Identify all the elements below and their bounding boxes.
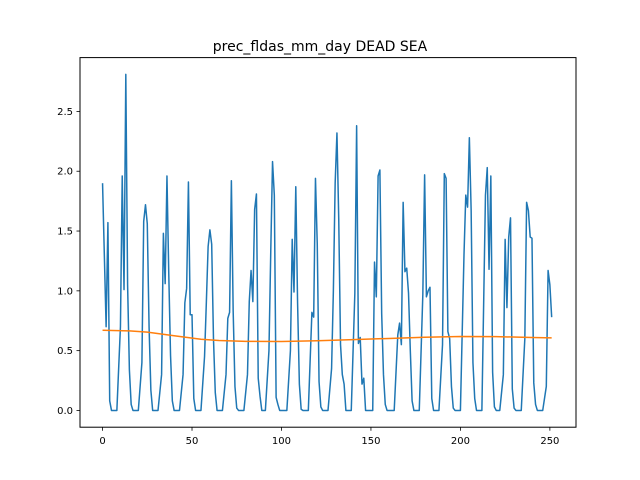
x-tick-label: 0 — [99, 436, 105, 447]
x-axis: 0 50 100 150 200 250 — [99, 427, 559, 447]
y-tick-label: 0.0 — [57, 406, 73, 417]
y-tick-label: 2.0 — [57, 167, 73, 178]
axes-frame — [79, 57, 577, 428]
plot-lines — [101, 73, 553, 412]
series-line-1 — [101, 73, 553, 412]
y-axis: 0.0 0.5 1.0 1.5 2.0 2.5 — [57, 107, 80, 417]
x-tick-label: 50 — [186, 436, 199, 447]
y-tick-label: 0.5 — [57, 346, 73, 357]
x-tick-label: 150 — [361, 436, 380, 447]
y-tick-label: 1.0 — [57, 286, 73, 297]
y-tick-label: 1.5 — [57, 227, 73, 238]
x-tick-label: 200 — [451, 436, 470, 447]
chart-title: prec_fldas_mm_day DEAD SEA — [213, 39, 428, 55]
x-tick-label: 100 — [272, 436, 291, 447]
series-line-2 — [102, 329, 552, 343]
y-tick-label: 2.5 — [57, 107, 73, 118]
x-tick-label: 250 — [540, 436, 559, 447]
